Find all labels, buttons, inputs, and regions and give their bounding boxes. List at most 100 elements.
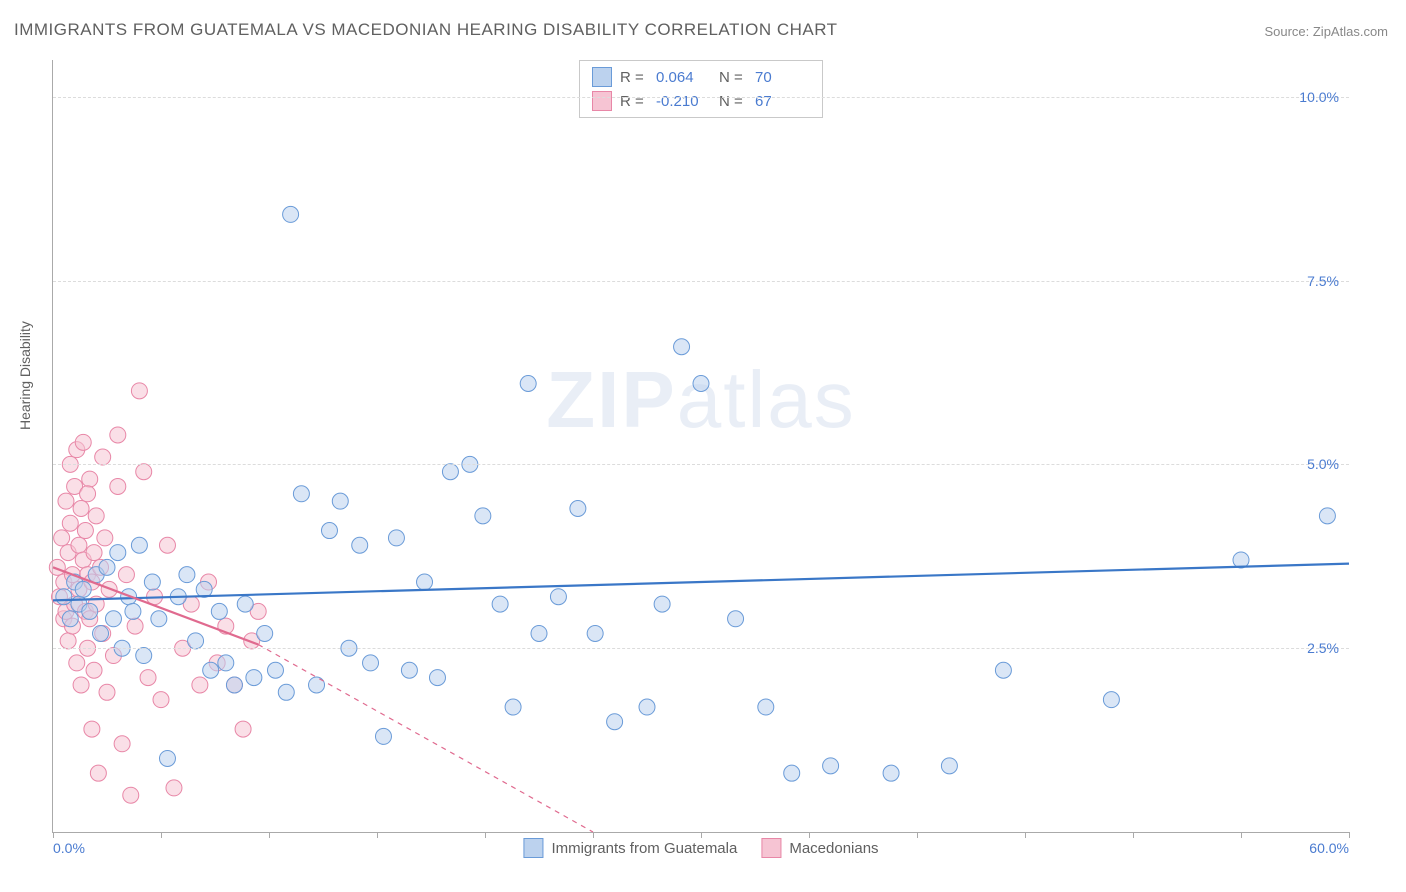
point-series-a xyxy=(131,537,147,553)
point-series-b xyxy=(118,567,134,583)
point-series-a xyxy=(442,464,458,480)
point-series-b xyxy=(110,427,126,443)
x-tick xyxy=(917,832,918,838)
point-series-a xyxy=(654,596,670,612)
legend-top-row: R =-0.210N =67 xyxy=(592,89,810,113)
point-series-a xyxy=(492,596,508,612)
legend-text: R = xyxy=(620,69,648,86)
legend-bottom-item: Immigrants from Guatemala xyxy=(523,838,737,858)
point-series-a xyxy=(75,581,91,597)
legend-label: Immigrants from Guatemala xyxy=(551,840,737,857)
point-series-b xyxy=(235,721,251,737)
point-series-b xyxy=(69,655,85,671)
point-series-b xyxy=(97,530,113,546)
point-series-a xyxy=(257,625,273,641)
point-series-a xyxy=(352,537,368,553)
legend-text: 70 xyxy=(755,69,810,86)
point-series-a xyxy=(226,677,242,693)
point-series-b xyxy=(95,449,111,465)
gridline xyxy=(53,648,1349,649)
point-series-a xyxy=(758,699,774,715)
y-tick-label: 10.0% xyxy=(1299,89,1339,105)
point-series-b xyxy=(140,670,156,686)
point-series-a xyxy=(179,567,195,583)
point-series-b xyxy=(110,478,126,494)
x-tick xyxy=(809,832,810,838)
point-series-a xyxy=(570,500,586,516)
x-tick xyxy=(1241,832,1242,838)
legend-text: -0.210 xyxy=(656,93,711,110)
point-series-b xyxy=(153,692,169,708)
point-series-b xyxy=(127,618,143,634)
point-series-b xyxy=(88,508,104,524)
legend-text: 0.064 xyxy=(656,69,711,86)
point-series-a xyxy=(203,662,219,678)
y-axis-label: Hearing Disability xyxy=(17,321,33,430)
point-series-a xyxy=(110,545,126,561)
point-series-a xyxy=(159,750,175,766)
point-series-b xyxy=(73,500,89,516)
point-series-a xyxy=(639,699,655,715)
gridline xyxy=(53,97,1349,98)
legend-text: R = xyxy=(620,93,648,110)
trend-line-b-dash xyxy=(258,645,593,832)
point-series-a xyxy=(693,376,709,392)
point-series-a xyxy=(93,625,109,641)
point-series-a xyxy=(218,655,234,671)
point-series-a xyxy=(211,603,227,619)
point-series-a xyxy=(151,611,167,627)
point-series-b xyxy=(77,523,93,539)
chart-container: IMMIGRANTS FROM GUATEMALA VS MACEDONIAN … xyxy=(0,0,1406,892)
legend-top: R =0.064N =70R =-0.210N =67 xyxy=(579,60,823,118)
legend-label: Macedonians xyxy=(789,840,878,857)
point-series-a xyxy=(56,589,72,605)
legend-swatch xyxy=(592,67,612,87)
point-series-b xyxy=(123,787,139,803)
source-link[interactable]: Source: ZipAtlas.com xyxy=(1264,24,1388,39)
x-tick-label: 0.0% xyxy=(53,840,85,856)
point-series-b xyxy=(75,434,91,450)
point-series-a xyxy=(1319,508,1335,524)
point-series-a xyxy=(62,611,78,627)
point-series-a xyxy=(401,662,417,678)
point-series-a xyxy=(728,611,744,627)
point-series-b xyxy=(58,493,74,509)
point-series-b xyxy=(99,684,115,700)
point-series-a xyxy=(283,206,299,222)
legend-swatch xyxy=(523,838,543,858)
x-tick xyxy=(1349,832,1350,838)
point-series-a xyxy=(278,684,294,700)
x-tick xyxy=(1133,832,1134,838)
legend-bottom-item: Macedonians xyxy=(761,838,878,858)
point-series-a xyxy=(429,670,445,686)
x-tick-label: 60.0% xyxy=(1309,840,1349,856)
point-series-a xyxy=(823,758,839,774)
gridline xyxy=(53,281,1349,282)
chart-svg xyxy=(53,60,1349,832)
point-series-a xyxy=(105,611,121,627)
point-series-a xyxy=(883,765,899,781)
point-series-a xyxy=(144,574,160,590)
legend-swatch xyxy=(761,838,781,858)
point-series-a xyxy=(363,655,379,671)
legend-text: N = xyxy=(719,93,747,110)
point-series-b xyxy=(71,537,87,553)
point-series-a xyxy=(332,493,348,509)
point-series-b xyxy=(54,530,70,546)
y-tick-label: 7.5% xyxy=(1307,273,1339,289)
x-tick xyxy=(593,832,594,838)
point-series-a xyxy=(941,758,957,774)
point-series-a xyxy=(531,625,547,641)
chart-title: IMMIGRANTS FROM GUATEMALA VS MACEDONIAN … xyxy=(14,20,838,40)
point-series-b xyxy=(131,383,147,399)
y-tick-label: 5.0% xyxy=(1307,456,1339,472)
point-series-a xyxy=(82,603,98,619)
point-series-b xyxy=(159,537,175,553)
x-tick xyxy=(161,832,162,838)
point-series-a xyxy=(587,625,603,641)
point-series-a xyxy=(267,662,283,678)
point-series-b xyxy=(80,486,96,502)
point-series-b xyxy=(84,721,100,737)
x-tick xyxy=(701,832,702,838)
point-series-a xyxy=(674,339,690,355)
